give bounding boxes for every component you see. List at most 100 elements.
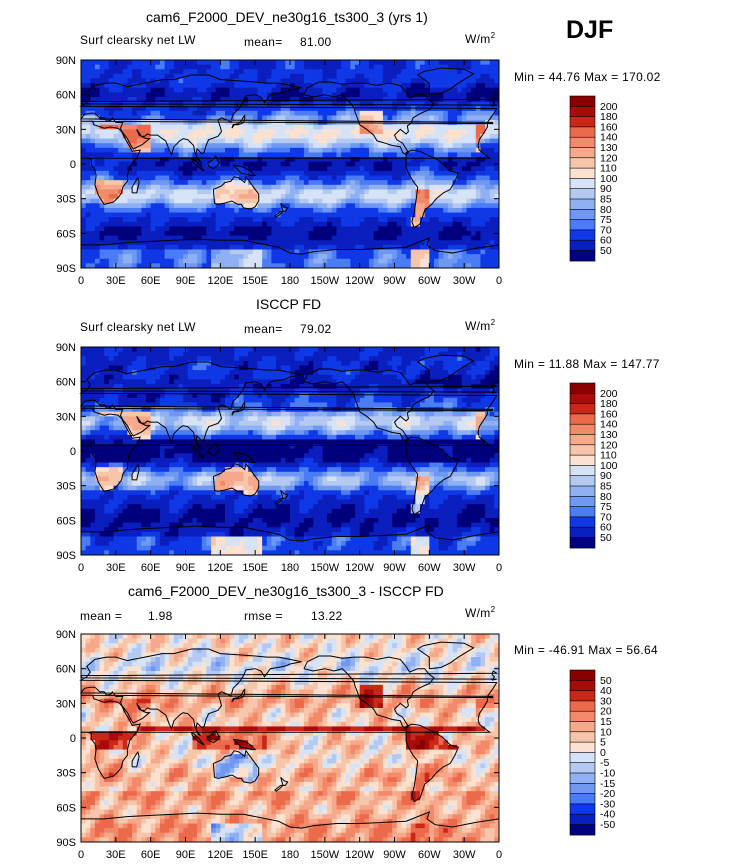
field-cell — [132, 365, 138, 371]
field-cell — [420, 374, 426, 380]
field-cell — [461, 73, 467, 79]
field-cell — [224, 203, 231, 209]
field-cell — [173, 244, 179, 250]
field-cell — [415, 115, 421, 121]
field-cell — [485, 370, 491, 376]
field-cell — [373, 78, 379, 84]
field-cell — [173, 138, 179, 144]
field-cell — [443, 147, 449, 153]
x-tick-label: 150E — [242, 275, 268, 287]
field-cell — [169, 360, 175, 366]
field-cell — [327, 83, 333, 89]
field-cell — [443, 379, 449, 385]
field-cell — [317, 217, 323, 223]
field-cell — [118, 263, 124, 269]
field-cell — [229, 263, 235, 269]
field-cell — [382, 92, 388, 98]
field-cell — [113, 240, 119, 246]
field-cell — [350, 347, 356, 353]
field-cell — [81, 217, 87, 223]
field-cell — [215, 129, 221, 135]
field-cell — [224, 64, 231, 70]
field-cell — [159, 78, 165, 84]
field-cell — [243, 124, 249, 130]
field-cell — [280, 379, 286, 385]
field-cell — [150, 87, 156, 93]
field-cell — [299, 152, 305, 158]
field-cell — [433, 194, 440, 200]
field-cell — [392, 212, 398, 218]
field-cell — [364, 212, 370, 218]
field-cell — [262, 351, 268, 357]
field-cell — [150, 194, 156, 200]
field-cell — [206, 92, 212, 98]
field-cell — [317, 231, 323, 237]
field-cell — [271, 231, 277, 237]
field-cell — [81, 360, 87, 366]
field-cell — [285, 240, 291, 246]
panel-3-units-exp: 2 — [490, 605, 496, 614]
field-cell — [341, 217, 347, 223]
field-cell — [350, 212, 356, 218]
field-cell — [164, 263, 170, 269]
field-cell — [173, 258, 179, 264]
field-cell — [485, 133, 491, 139]
field-cell — [113, 244, 119, 250]
field-cell — [447, 87, 453, 93]
field-cell — [108, 226, 114, 232]
field-cell — [494, 115, 500, 121]
field-cell — [248, 360, 254, 366]
field-cell — [201, 207, 207, 213]
field-cell — [173, 217, 179, 223]
field-cell — [401, 152, 407, 158]
field-cell — [424, 124, 430, 130]
field-cell — [150, 258, 156, 264]
field-cell — [192, 351, 198, 357]
field-cell — [368, 106, 374, 112]
field-cell — [122, 217, 128, 223]
field-cell — [415, 189, 421, 195]
field-cell — [461, 365, 467, 371]
field-cell — [262, 231, 268, 237]
field-cell — [322, 365, 328, 371]
field-cell — [248, 147, 254, 153]
field-cell — [90, 184, 96, 190]
field-cell — [443, 258, 449, 264]
field-cell — [489, 69, 495, 75]
field-cell — [262, 254, 268, 260]
field-cell — [150, 64, 156, 70]
field-cell — [118, 184, 124, 190]
field-cell — [299, 258, 305, 264]
field-cell — [350, 101, 356, 107]
field-cell — [387, 101, 393, 107]
field-cell — [266, 244, 272, 250]
field-cell — [368, 351, 374, 357]
field-cell — [90, 87, 96, 93]
field-cell — [322, 133, 328, 139]
field-cell — [452, 207, 458, 213]
field-cell — [494, 129, 500, 135]
field-cell — [410, 356, 416, 362]
field-cell — [85, 161, 91, 167]
field-cell — [122, 347, 128, 353]
field-cell — [248, 231, 254, 237]
field-cell — [461, 356, 467, 362]
field-cell — [461, 115, 467, 121]
field-cell — [345, 347, 351, 353]
field-cell — [368, 374, 374, 380]
field-cell — [308, 152, 314, 158]
field-cell — [113, 231, 119, 237]
field-cell — [317, 221, 323, 227]
field-cell — [466, 244, 472, 250]
field-cell — [127, 365, 133, 371]
field-cell — [345, 379, 351, 385]
field-cell — [494, 347, 500, 353]
field-cell — [271, 184, 277, 190]
field-cell — [308, 360, 314, 366]
field-cell — [429, 249, 435, 255]
field-cell — [224, 207, 231, 213]
field-cell — [420, 212, 426, 218]
field-cell — [355, 263, 361, 269]
field-cell — [234, 198, 240, 204]
field-cell — [94, 226, 100, 232]
